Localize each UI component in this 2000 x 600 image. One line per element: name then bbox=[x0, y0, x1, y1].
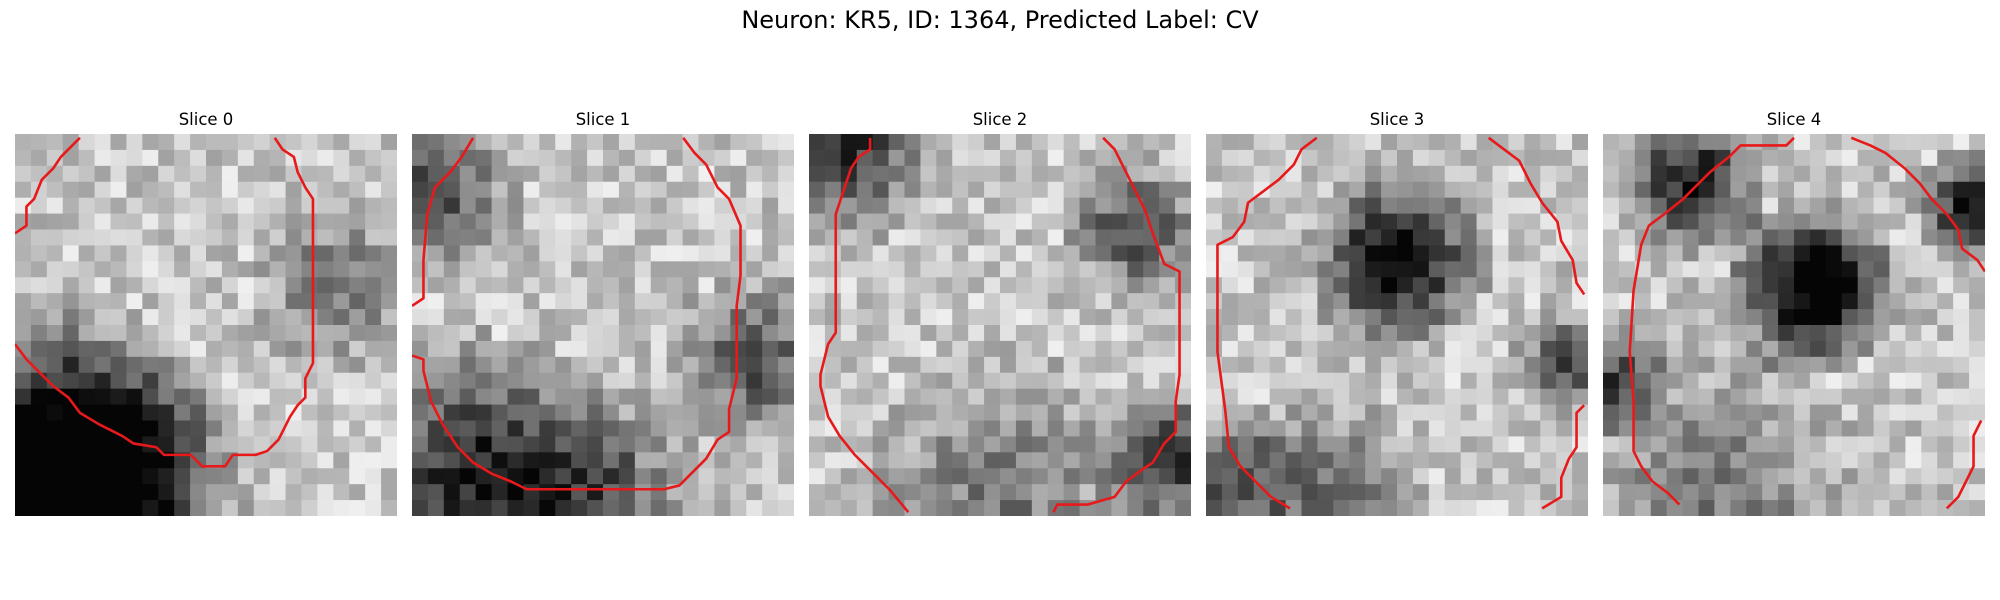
contour-line bbox=[412, 138, 741, 489]
slice-image bbox=[809, 134, 1191, 516]
slice-title: Slice 4 bbox=[1766, 110, 1822, 129]
contour-line bbox=[15, 138, 313, 467]
slice-title: Slice 0 bbox=[178, 110, 234, 129]
contour-line bbox=[1630, 138, 1794, 505]
contour-line bbox=[1217, 138, 1316, 509]
slice-title: Slice 3 bbox=[1369, 110, 1425, 129]
slice-image bbox=[412, 134, 794, 516]
contour-line bbox=[1851, 138, 1985, 272]
figure-title: Neuron: KR5, ID: 1364, Predicted Label: … bbox=[741, 6, 1259, 34]
slice-title: Slice 1 bbox=[575, 110, 631, 129]
contour-line bbox=[820, 138, 908, 512]
slice-image bbox=[1206, 134, 1588, 516]
contour-line bbox=[1542, 405, 1584, 508]
contour-line bbox=[1947, 421, 1981, 509]
contour-line bbox=[1053, 138, 1179, 512]
slice-image bbox=[15, 134, 397, 516]
contour-line bbox=[1489, 138, 1585, 295]
contour-line bbox=[15, 138, 80, 234]
slice-image bbox=[1603, 134, 1985, 516]
contour-line bbox=[412, 138, 473, 306]
slice-title: Slice 2 bbox=[972, 110, 1028, 129]
